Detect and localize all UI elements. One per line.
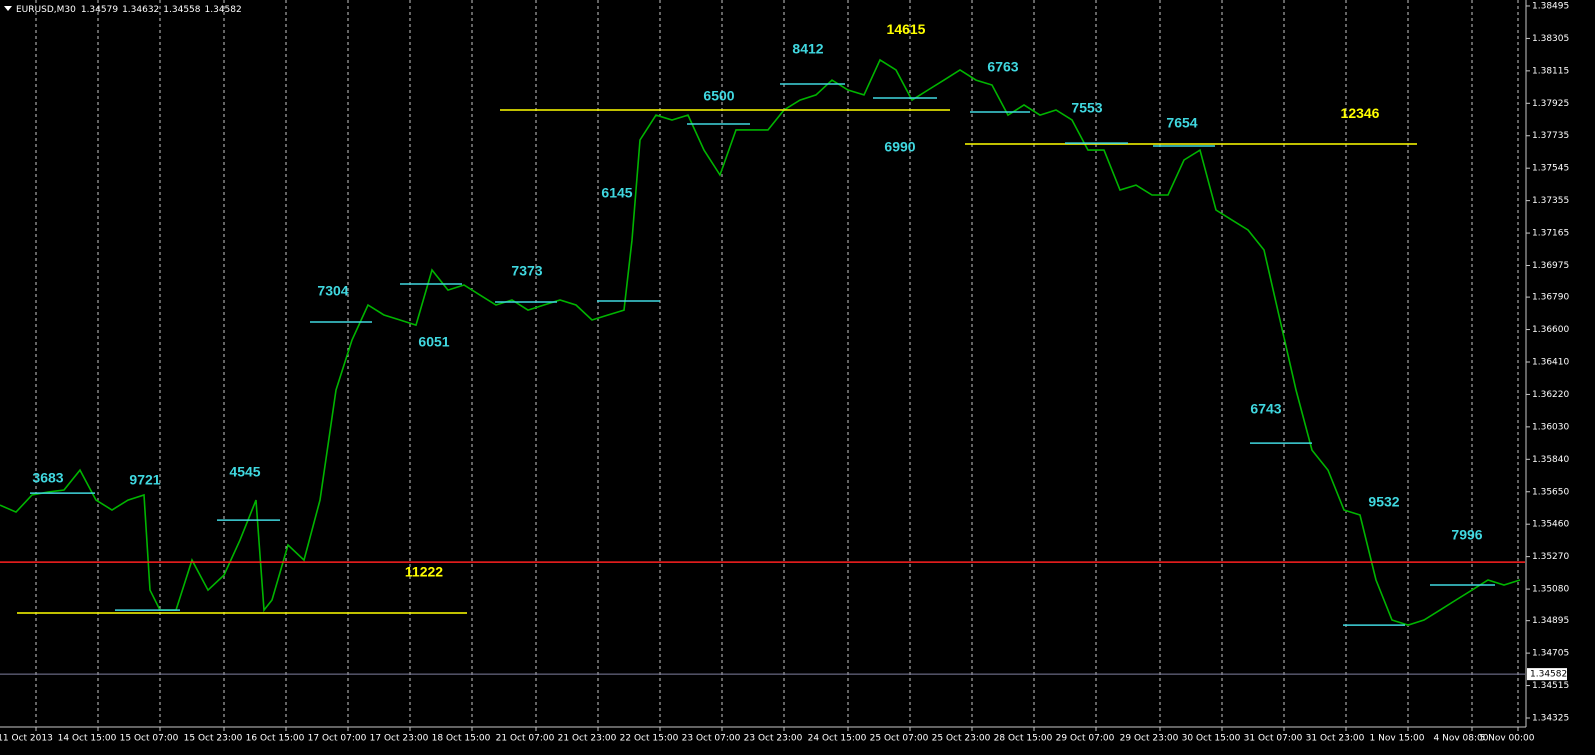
y-tick-label: 1.37735 (1532, 131, 1569, 141)
x-tick-label: 15 Oct 07:00 (120, 734, 179, 744)
y-tick-label: 1.38115 (1532, 66, 1569, 76)
level-label: 6990 (884, 139, 915, 155)
level-label: 7553 (1071, 100, 1102, 116)
x-tick-label: 15 Oct 23:00 (184, 734, 243, 744)
x-tick-label: 25 Oct 23:00 (932, 734, 991, 744)
x-tick-label: 1 Nov 15:00 (1370, 734, 1425, 744)
level-label: 7304 (317, 283, 348, 299)
chart-header: EURUSD,M30 1.34579 1.34632 1.34558 1.34582 (16, 5, 242, 15)
y-tick-label: 1.37545 (1532, 164, 1569, 174)
x-tick-label: 21 Oct 23:00 (558, 734, 617, 744)
y-tick-label: 1.34895 (1532, 616, 1569, 626)
x-tick-label: 17 Oct 23:00 (370, 734, 429, 744)
x-tick-label: 18 Oct 15:00 (432, 734, 491, 744)
x-tick-label: 22 Oct 15:00 (620, 734, 679, 744)
x-tick-label: 25 Oct 07:00 (870, 734, 929, 744)
level-label: 6051 (418, 334, 449, 350)
y-tick-label: 1.37925 (1532, 99, 1569, 109)
level-label: 7373 (511, 263, 542, 279)
x-tick-label: 11 Oct 2013 (0, 734, 53, 744)
y-tick-label: 1.35840 (1532, 455, 1569, 465)
level-label: 6763 (987, 59, 1018, 75)
y-tick-label: 1.35650 (1532, 487, 1569, 497)
y-tick-label: 1.37165 (1532, 229, 1569, 239)
y-tick-label: 1.34705 (1532, 649, 1569, 659)
y-tick-label: 1.38305 (1532, 34, 1569, 44)
open: 1.34579 (81, 5, 118, 15)
y-tick-label: 1.36600 (1532, 325, 1569, 335)
last-price-label: 1.34582 (1530, 670, 1567, 680)
price-line (0, 58, 1521, 626)
level-label: 6145 (601, 185, 632, 201)
x-tick-label: 23 Oct 23:00 (744, 734, 803, 744)
level-label: 8412 (792, 41, 823, 57)
x-tick-label: 31 Oct 07:00 (1244, 734, 1303, 744)
x-tick-label: 24 Oct 15:00 (808, 734, 867, 744)
low: 1.34558 (163, 5, 200, 15)
y-tick-label: 1.36410 (1532, 357, 1569, 367)
level-label: 12346 (1341, 105, 1380, 121)
level-label: 14615 (887, 21, 926, 37)
x-tick-label: 28 Oct 15:00 (994, 734, 1053, 744)
y-tick-label: 1.35270 (1532, 552, 1569, 562)
level-label: 3683 (32, 470, 63, 486)
close: 1.34582 (205, 5, 242, 15)
x-tick-label: 16 Oct 15:00 (246, 734, 305, 744)
x-tick-label: 21 Oct 07:00 (496, 734, 555, 744)
y-tick-label: 1.34515 (1532, 681, 1569, 691)
x-tick-label: 30 Oct 15:00 (1182, 734, 1241, 744)
y-tick-label: 1.35080 (1532, 585, 1569, 595)
level-label: 6500 (703, 88, 734, 104)
y-tick-label: 1.36220 (1532, 390, 1569, 400)
x-tick-label: 31 Oct 23:00 (1306, 734, 1365, 744)
last-price-tag (1527, 668, 1567, 681)
y-tick-label: 1.35460 (1532, 520, 1569, 530)
x-tick-label: 14 Oct 15:00 (58, 734, 117, 744)
x-tick-label: 29 Oct 07:00 (1056, 734, 1115, 744)
y-tick-label: 1.38495 (1532, 1, 1569, 11)
level-label: 11222 (405, 564, 443, 580)
chart-title: EURUSD,M30 (16, 5, 76, 15)
level-label: 9532 (1368, 494, 1399, 510)
y-tick-label: 1.36030 (1532, 422, 1569, 432)
x-tick-label: 23 Oct 07:00 (682, 734, 741, 744)
high: 1.34632 (122, 5, 159, 15)
y-tick-label: 1.36975 (1532, 261, 1569, 271)
y-tick-label: 1.34325 (1532, 713, 1569, 723)
menu-triangle[interactable] (4, 6, 12, 11)
x-tick-label: 29 Oct 23:00 (1120, 734, 1179, 744)
x-tick-label: 5 Nov 00:00 (1480, 734, 1535, 744)
y-tick-label: 1.37355 (1532, 196, 1569, 206)
y-tick-label: 1.36790 (1532, 293, 1569, 303)
level-label: 9721 (129, 472, 160, 488)
x-tick-label: 17 Oct 07:00 (308, 734, 367, 744)
level-label: 6743 (1250, 401, 1281, 417)
level-label: 4545 (229, 464, 260, 480)
level-label: 7996 (1451, 527, 1482, 543)
x-tick-label: 4 Nov 08:00 (1434, 734, 1489, 744)
level-label: 7654 (1166, 115, 1197, 131)
